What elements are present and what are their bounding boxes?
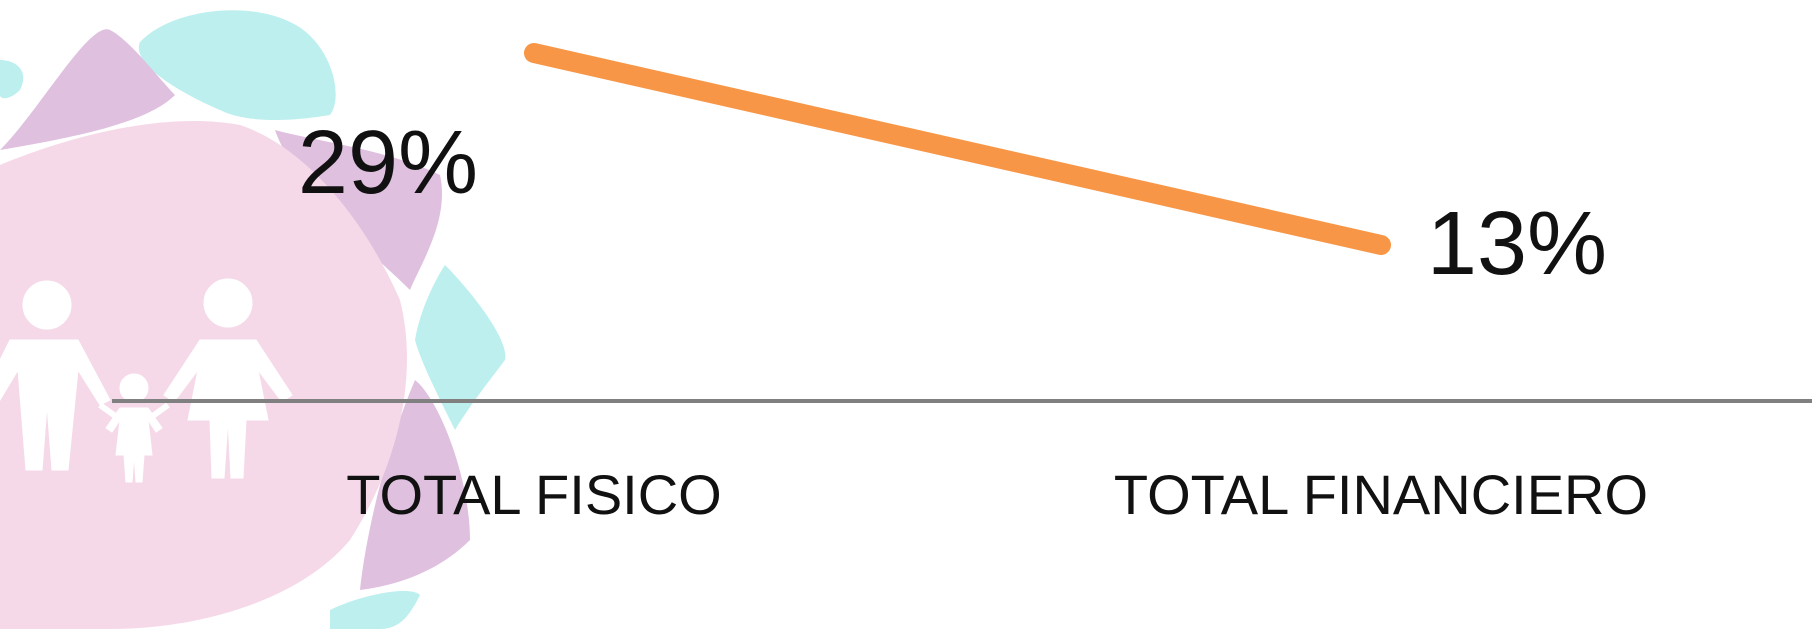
data-label: 29%: [298, 113, 478, 213]
logo-cyan-blob: [138, 10, 336, 120]
logo-cyan-blob: [330, 590, 420, 629]
logo-purple-blob: [275, 130, 443, 290]
logo-cyan-blob: [415, 265, 506, 430]
x-tick-label: TOTAL FINANCIERO: [1114, 463, 1648, 526]
logo-cyan-blob: [0, 60, 24, 99]
logo-purple-blob: [360, 380, 470, 590]
family-figures-icon: [0, 278, 293, 483]
series-line: [524, 43, 1391, 255]
x-tick-label: TOTAL FISICO: [346, 463, 721, 526]
logo-purple-blob: [0, 29, 175, 150]
data-label: 13%: [1427, 194, 1607, 294]
family-logo-icon: [0, 10, 506, 629]
